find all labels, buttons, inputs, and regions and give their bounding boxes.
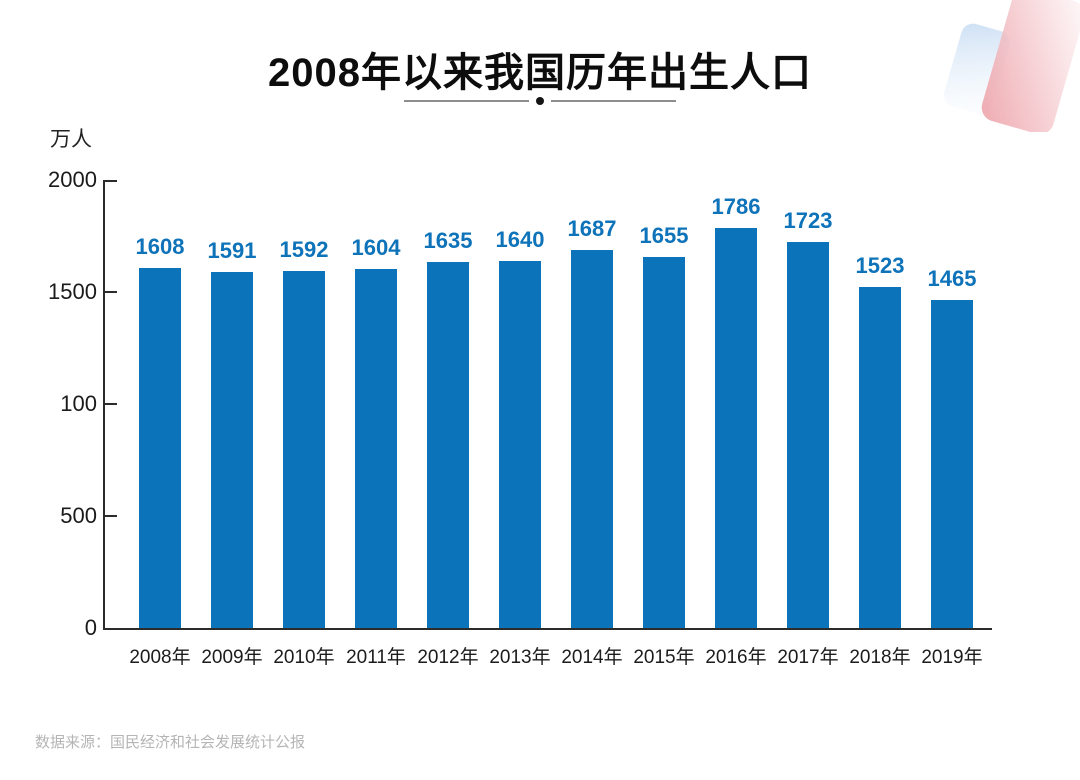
bar (211, 271, 253, 628)
y-tick-label: 1500 (48, 279, 97, 304)
bar-value-label: 1608 (135, 233, 185, 259)
underline-dot (536, 97, 544, 105)
y-tick-mark (105, 291, 117, 293)
bar-value-label: 1723 (783, 208, 833, 233)
x-tick-label: 2009年 (201, 647, 263, 668)
title-underline (0, 97, 1080, 105)
bar (787, 242, 829, 628)
bar-value-label: 1604 (351, 234, 401, 260)
bar (643, 257, 685, 628)
bar (715, 227, 757, 628)
plot-area: 2000 1500 100 500 0 1608 2008年 1591 2009年 1592 201… (48, 169, 992, 668)
bar (571, 250, 613, 628)
x-tick-label: 2016年 (705, 647, 767, 668)
x-tick-label: 2018年 (849, 647, 911, 668)
underline-right-segment (551, 100, 676, 102)
x-tick-label: 2015年 (633, 647, 695, 668)
y-tick-mark (105, 515, 117, 517)
bar-value-label: 1640 (495, 226, 545, 252)
bar-value-label: 1687 (567, 216, 617, 242)
bar-value-label: 1591 (207, 237, 257, 263)
chart-title: 2008年以来我国历年出生人口 (268, 51, 812, 95)
y-tick-mark (105, 180, 117, 182)
data-source-note: 数据来源：国民经济和社会发展统计公报 (35, 734, 306, 751)
bar (931, 299, 973, 628)
x-tick-label: 2019年 (921, 647, 983, 668)
bar (355, 268, 397, 628)
y-tick-label: 500 (60, 503, 97, 528)
bar (427, 261, 469, 628)
x-tick-label: 2011年 (346, 647, 406, 668)
y-tick-label: 100 (60, 391, 97, 416)
y-tick-mark (105, 403, 117, 405)
x-tick-label: 2013年 (489, 647, 551, 668)
x-tick-label: 2012年 (417, 647, 479, 668)
x-tick-label: 2014年 (561, 647, 623, 668)
bar-value-label: 1523 (855, 252, 905, 278)
bar-value-label: 1465 (927, 265, 977, 291)
bar-value-label: 1635 (423, 227, 473, 253)
bar (139, 267, 181, 628)
bar-value-label: 1786 (711, 193, 761, 219)
underline-left-segment (404, 100, 529, 102)
x-tick-label: 2010年 (273, 647, 335, 668)
bar (499, 260, 541, 628)
y-tick-label: 0 (84, 615, 97, 640)
bar-value-label: 1592 (279, 237, 329, 263)
bar-value-label: 1655 (639, 223, 689, 249)
bar (283, 271, 325, 628)
y-tick-label: 2000 (48, 167, 97, 192)
x-tick-label: 2008年 (129, 647, 191, 668)
x-tick-label: 2017年 (777, 647, 839, 668)
bar (859, 286, 901, 628)
y-axis-unit-label: 万人 (50, 128, 92, 151)
